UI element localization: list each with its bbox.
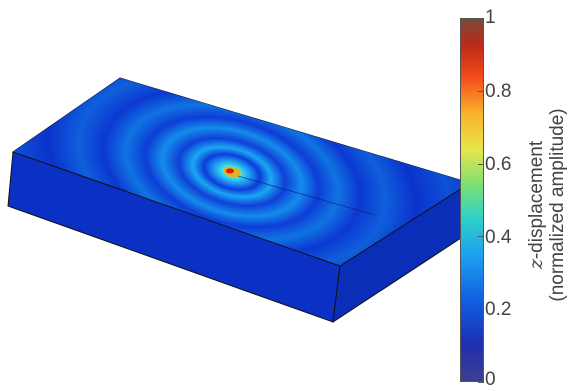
colorbar-tick-label: 0: [485, 369, 496, 390]
colorbar-tick-label: 0.2: [485, 299, 512, 320]
colorbar-tick-mark: [478, 309, 484, 310]
colorbar-tick-label: 0.6: [485, 154, 512, 175]
colorbar-label: z-displacement (normalized amplitude): [525, 45, 568, 365]
label-symbol: z: [525, 259, 547, 270]
colorbar-tick-mark: [478, 382, 484, 383]
label-line1: -displacement: [526, 140, 547, 260]
colorbar-tick-mark: [478, 164, 484, 165]
colorbar: [460, 18, 484, 382]
colorbar-tick-mark: [478, 18, 484, 19]
colorbar-tick-label: 0.4: [485, 227, 512, 248]
colorbar-tick-label: 0.8: [485, 81, 512, 102]
colorbar-tick-label: 1: [485, 7, 496, 28]
colorbar-tick-mark: [478, 91, 484, 92]
label-line2: (normalized amplitude): [547, 108, 568, 302]
colorbar-tick-mark: [478, 236, 484, 237]
